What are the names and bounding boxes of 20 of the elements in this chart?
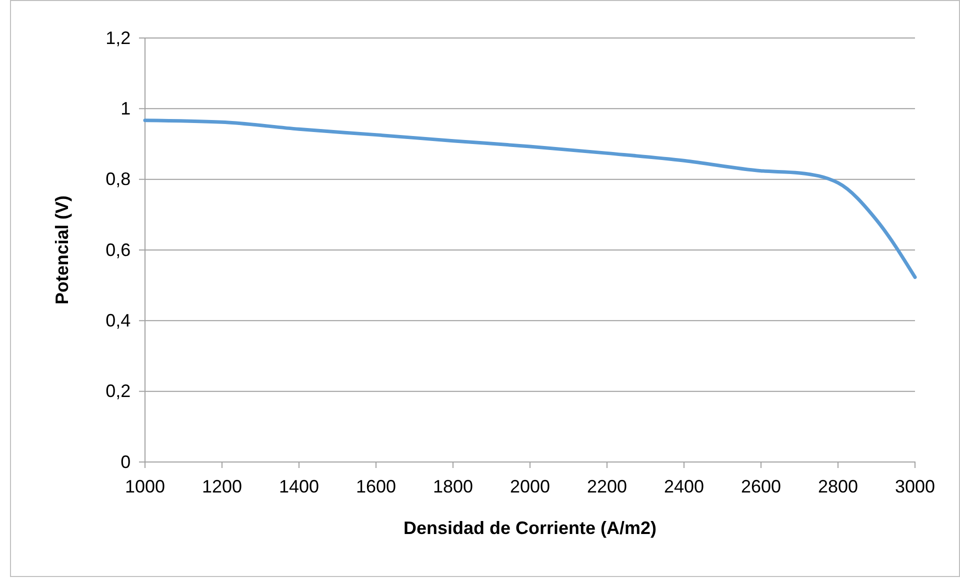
x-tick-label: 2000: [510, 476, 550, 497]
x-axis-title: Densidad de Corriente (A/m2): [403, 518, 657, 538]
x-tick-label: 2400: [664, 476, 704, 497]
x-tick-label: 1000: [124, 476, 166, 497]
x-tick-label: 1800: [432, 476, 474, 497]
x-tick-label: 2800: [818, 476, 858, 497]
y-axis-title: Potencial (V): [52, 195, 72, 305]
y-tick-label: 1,2: [106, 28, 131, 48]
x-tick-label: 2600: [740, 476, 782, 497]
y-tick-label: 0,4: [106, 310, 131, 330]
x-tick-label: 1600: [356, 476, 396, 497]
x-tick-label: 3000: [894, 476, 936, 497]
x-tick-label: 2200: [586, 476, 628, 497]
y-tick-label: 0,6: [106, 240, 131, 260]
y-tick-label: 0: [120, 452, 131, 472]
y-tick-label: 0,2: [106, 381, 131, 402]
x-tick-label: 1400: [278, 476, 320, 497]
x-tick-label: 1200: [202, 476, 242, 497]
y-tick-label: 0,8: [106, 169, 131, 190]
y-tick-label: 1: [120, 98, 131, 118]
